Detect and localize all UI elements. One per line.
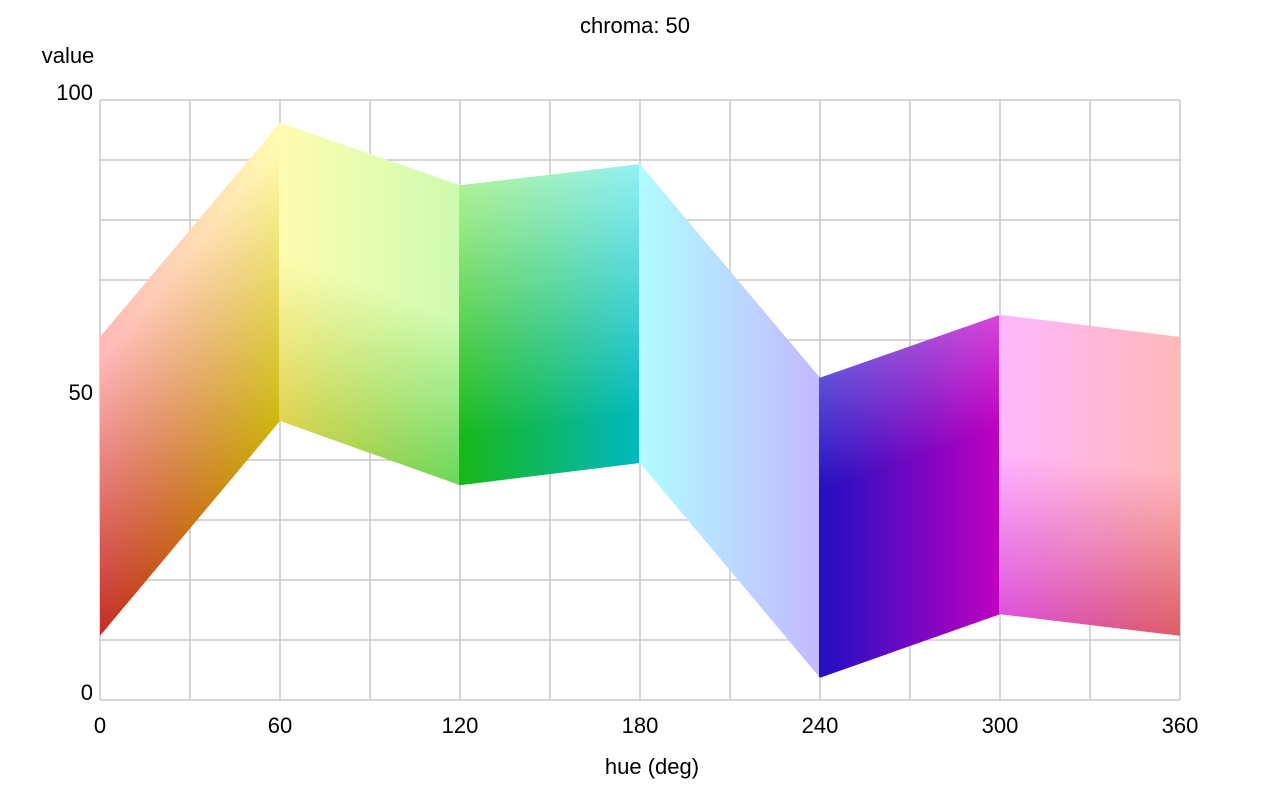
y-tick-label: 0 xyxy=(81,680,93,705)
chart-title: chroma: 50 xyxy=(580,13,690,38)
x-tick-label: 240 xyxy=(802,713,839,738)
x-tick-label: 360 xyxy=(1162,713,1199,738)
y-axis-label: value xyxy=(42,43,95,68)
y-tick-label: 100 xyxy=(56,80,93,105)
x-tick-label: 120 xyxy=(442,713,479,738)
x-tick-label: 180 xyxy=(622,713,659,738)
x-axis-label: hue (deg) xyxy=(605,754,699,779)
x-tick-label: 300 xyxy=(982,713,1019,738)
x-tick-label: 0 xyxy=(94,713,106,738)
y-tick-label: 50 xyxy=(69,380,93,405)
x-tick-label: 60 xyxy=(268,713,292,738)
value-band-shade xyxy=(100,122,1180,678)
